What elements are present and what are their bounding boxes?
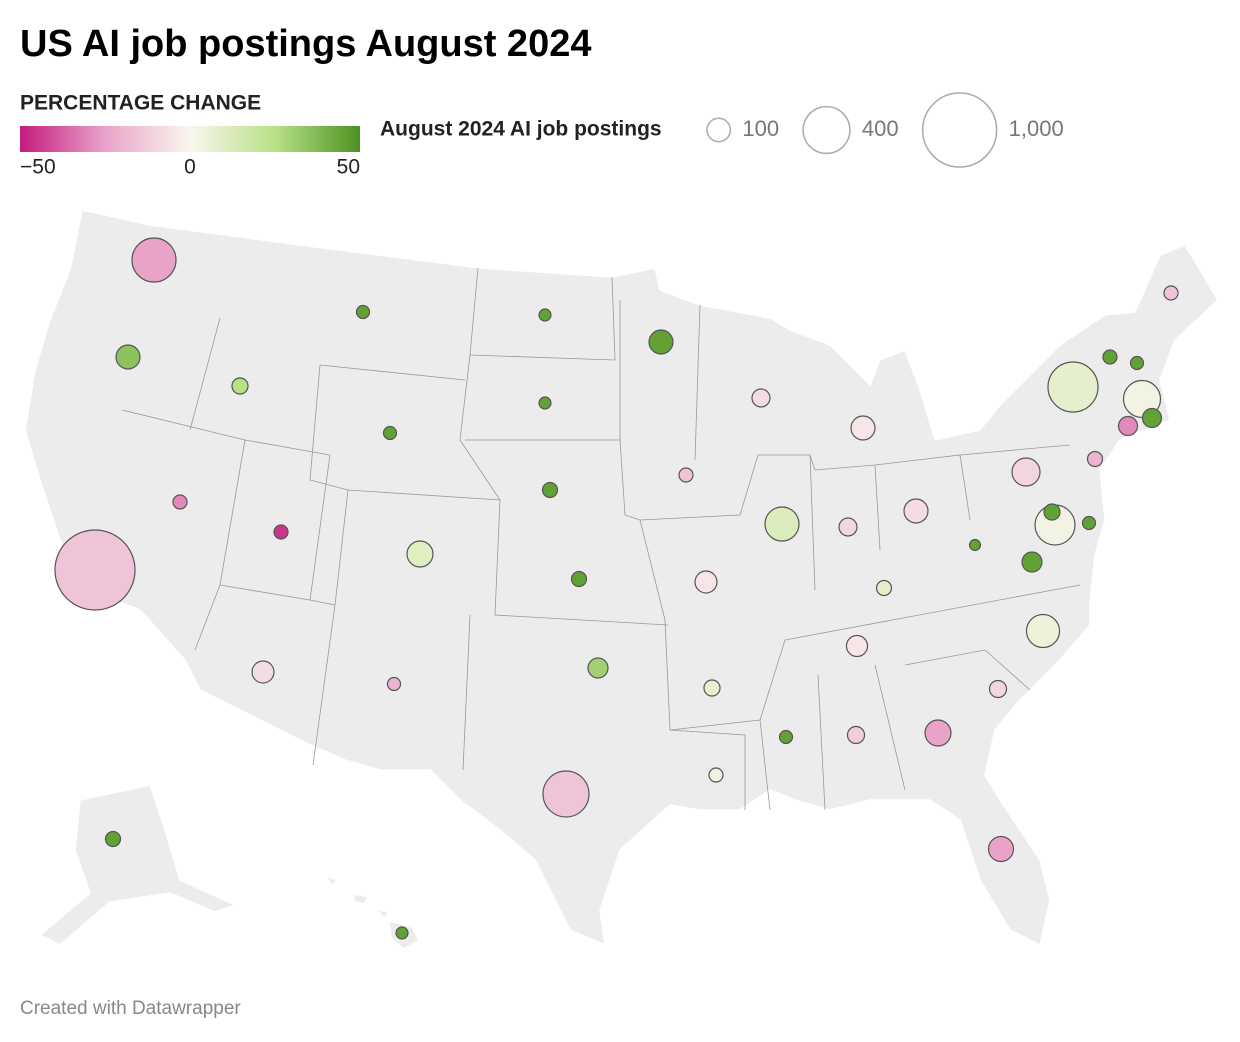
color-tick-label: 0 [184, 156, 196, 179]
size-legend-circle [921, 92, 998, 168]
size-legend-circle [706, 117, 732, 143]
alaska [38, 784, 238, 946]
state-bubble [538, 308, 552, 322]
state-bubble [987, 835, 1015, 863]
state-bubble [968, 538, 982, 552]
state-bubble [1043, 503, 1061, 521]
state-bubble [751, 388, 771, 408]
state-bubble [538, 396, 552, 410]
state-bubble [1081, 515, 1097, 531]
state-bubble [838, 517, 858, 537]
size-legend-title: August 2024 AI job postings [380, 118, 662, 141]
state-bubble [1047, 361, 1099, 413]
state-bubble [1025, 613, 1061, 649]
state-bubble [846, 725, 866, 745]
state-bubble [1117, 415, 1139, 437]
size-legend-circle [802, 105, 851, 155]
state-bubble [355, 304, 371, 320]
state-bubble [678, 467, 694, 483]
state-bubble [406, 540, 434, 568]
state-bubble [1086, 450, 1104, 468]
state-bubble [1163, 285, 1179, 301]
state-borders [121, 267, 1081, 811]
state-bubble [382, 425, 398, 441]
state-bubble [903, 498, 929, 524]
state-bubble [231, 377, 249, 395]
size-legend-label: 100 [742, 116, 779, 141]
state-bubble [778, 729, 794, 745]
chart-title: US AI job postings August 2024 [20, 23, 591, 65]
state-bubble [694, 570, 718, 594]
state-bubble [251, 660, 275, 684]
state-bubble [273, 524, 289, 540]
state-bubble [172, 494, 188, 510]
map [24, 209, 1219, 948]
state-bubble [845, 634, 869, 658]
state-bubble [703, 679, 721, 697]
color-legend-title: PERCENTAGE CHANGE [20, 92, 261, 115]
state-bubble [386, 676, 402, 692]
state-bubble [1129, 355, 1145, 371]
state-bubble [850, 415, 876, 441]
state-bubble [587, 657, 609, 679]
state-bubble [542, 770, 590, 818]
state-bubble [988, 679, 1008, 699]
color-bar [20, 126, 360, 152]
size-legend-label: 400 [862, 116, 899, 141]
state-bubble [764, 506, 800, 542]
hawaii [328, 878, 418, 948]
state-bubble [570, 570, 588, 588]
state-bubble [1141, 407, 1163, 429]
state-bubble [115, 344, 141, 370]
state-bubble [104, 830, 122, 848]
state-bubble [541, 481, 559, 499]
state-bubble [131, 237, 177, 283]
state-bubble [395, 926, 409, 940]
state-bubble [708, 767, 724, 783]
color-tick-label: 50 [337, 156, 360, 179]
state-bubble [1102, 349, 1118, 365]
color-tick-label: −50 [20, 156, 56, 179]
state-bubble [924, 719, 952, 747]
credit: Created with Datawrapper [20, 998, 241, 1019]
state-bubble [1011, 457, 1041, 487]
state-bubble [875, 579, 893, 597]
state-bubble [648, 329, 674, 355]
state-bubble [54, 529, 136, 611]
us-outline [24, 209, 1219, 947]
size-legend-label: 1,000 [1009, 116, 1064, 141]
state-bubble [1021, 551, 1043, 573]
